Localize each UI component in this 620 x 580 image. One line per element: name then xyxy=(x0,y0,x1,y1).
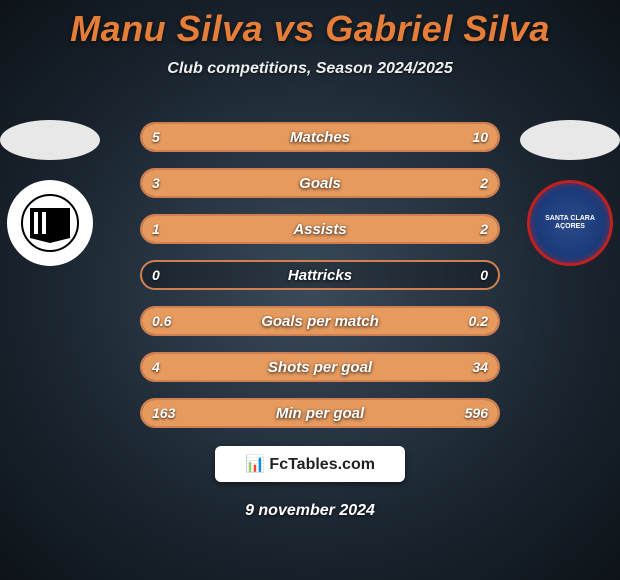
brand-text: FcTables.com xyxy=(269,456,375,473)
subtitle: Club competitions, Season 2024/2025 xyxy=(0,60,620,78)
stat-label: Matches xyxy=(142,124,498,150)
player1-avatar xyxy=(0,120,100,160)
brand-badge: 📊 FcTables.com xyxy=(215,446,405,482)
stat-label: Shots per goal xyxy=(142,354,498,380)
player1-club-badge xyxy=(7,180,93,266)
footer: 📊 FcTables.com 9 november 2024 xyxy=(0,446,620,520)
stat-row: 12Assists xyxy=(140,214,500,244)
stat-row: 510Matches xyxy=(140,122,500,152)
chart-icon: 📊 xyxy=(245,456,269,473)
comparison-title: Manu Silva vs Gabriel Silva xyxy=(0,0,620,50)
stat-label: Min per goal xyxy=(142,400,498,426)
player1-side xyxy=(0,120,110,266)
stat-row: 00Hattricks xyxy=(140,260,500,290)
player2-club-badge: SANTA CLARA AÇORES xyxy=(527,180,613,266)
stat-label: Goals xyxy=(142,170,498,196)
player2-avatar xyxy=(520,120,620,160)
vitoria-badge-icon xyxy=(20,193,80,253)
stat-label: Assists xyxy=(142,216,498,242)
stat-row: 434Shots per goal xyxy=(140,352,500,382)
badge-text: SANTA CLARA AÇORES xyxy=(536,215,604,230)
stat-label: Goals per match xyxy=(142,308,498,334)
player1-name: Manu Silva xyxy=(70,8,263,49)
stat-row: 0.60.2Goals per match xyxy=(140,306,500,336)
stat-label: Hattricks xyxy=(142,262,498,288)
player2-side: SANTA CLARA AÇORES xyxy=(510,120,620,266)
vs-text: vs xyxy=(274,8,315,49)
stat-row: 163596Min per goal xyxy=(140,398,500,428)
stat-row: 32Goals xyxy=(140,168,500,198)
date-text: 9 november 2024 xyxy=(0,502,620,520)
player2-name: Gabriel Silva xyxy=(325,8,550,49)
stats-container: 510Matches 32Goals 12Assists 00Hattricks 0.6… xyxy=(140,122,500,444)
